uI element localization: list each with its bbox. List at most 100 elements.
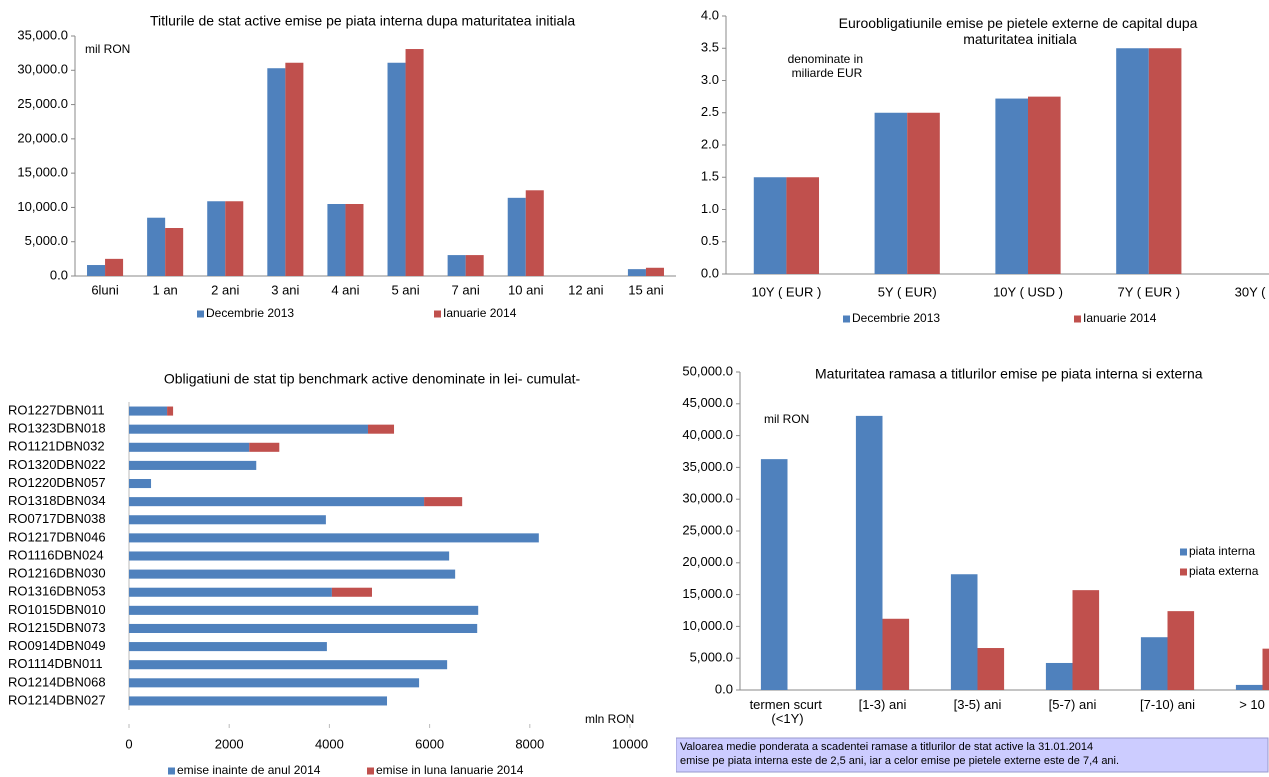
bar <box>225 201 244 276</box>
legend-swatch <box>434 310 441 318</box>
x-tick-label: > 10 ani <box>1239 697 1269 712</box>
legend-swatch <box>843 315 850 323</box>
chart-title: Obligatiuni de stat tip benchmark active… <box>164 371 581 387</box>
bar <box>907 112 940 274</box>
x-tick-label: 30Y ( USD ) <box>1235 284 1269 299</box>
bar <box>87 265 106 276</box>
legend-label: piata externa <box>1189 564 1259 578</box>
bar <box>874 112 908 274</box>
y-tick-label: 2.0 <box>701 136 719 151</box>
y-tick-label: 2.5 <box>701 104 719 119</box>
y-tick-label: 0.0 <box>50 267 68 282</box>
bar <box>882 618 910 690</box>
bar <box>627 269 646 276</box>
bar <box>129 678 420 688</box>
bar <box>129 406 168 416</box>
bar <box>1072 590 1100 690</box>
y-tick-label: RO1116DBN024 <box>8 547 104 562</box>
legend-swatch <box>1074 315 1081 323</box>
x-tick-label: 15 ani <box>628 282 664 297</box>
bar <box>165 228 184 276</box>
y-tick-label: RO1214DBN068 <box>8 674 106 689</box>
bar <box>129 533 539 543</box>
chart-eurobonds: Euroobligatiunile emise pe pietele exter… <box>701 7 1269 325</box>
x-tick-label: 10 ani <box>508 282 544 297</box>
y-tick-label: RO1216DBN030 <box>8 566 106 581</box>
y-tick-label: 0.0 <box>715 681 733 696</box>
bar <box>367 424 395 434</box>
legend-swatch <box>367 767 374 775</box>
bar <box>331 587 372 597</box>
y-tick-label: 35,000.0 <box>17 27 68 42</box>
y-tick-label: RO1214DBN027 <box>8 692 106 707</box>
y-tick-label: RO1320DBN022 <box>8 457 106 472</box>
y-tick-label: 30,000.0 <box>17 62 68 77</box>
bar <box>129 460 257 470</box>
bar <box>786 177 820 274</box>
x-tick-label: 1 an <box>152 282 177 297</box>
y-tick-label: 20,000.0 <box>17 130 68 145</box>
y-tick-label: 35,000.0 <box>682 459 733 474</box>
legend-label: Decembrie 2013 <box>206 306 294 320</box>
bar <box>129 605 479 615</box>
y-tick-label: RO1217DBN046 <box>8 529 106 544</box>
y-tick-label: RO0717DBN038 <box>8 511 106 526</box>
bar <box>129 497 425 507</box>
y-tick-label: 0.0 <box>701 265 719 280</box>
x-tick-label: 10Y ( EUR ) <box>751 284 821 299</box>
bar <box>645 267 664 276</box>
bar <box>129 424 368 434</box>
x-tick-label: [3-5) ani <box>954 697 1002 712</box>
y-tick-label: 10,000.0 <box>682 618 733 633</box>
annotation: mln RON <box>585 712 634 726</box>
chart-title: Titlurile de stat active emise pe piata … <box>150 13 575 29</box>
bar <box>129 696 388 706</box>
y-tick-label: RO1316DBN053 <box>8 584 106 599</box>
y-tick-label: 20,000.0 <box>682 554 733 569</box>
bar <box>129 569 456 579</box>
bar <box>267 68 286 276</box>
x-tick-label: [5-7) ani <box>1049 697 1097 712</box>
bar <box>129 551 450 561</box>
legend-label: piata interna <box>1189 544 1255 558</box>
chart-title: Maturitatea ramasa a titlurilor emise pe… <box>815 366 1203 382</box>
y-tick-label: 50,000.0 <box>682 363 733 378</box>
x-tick-label: 10000 <box>612 736 648 751</box>
y-tick-label: 40,000.0 <box>682 427 733 442</box>
bar <box>207 201 226 276</box>
x-tick-label: 5Y ( EUR) <box>878 284 937 299</box>
x-tick-label: 4 ani <box>331 282 359 297</box>
y-tick-label: 5,000.0 <box>25 233 68 248</box>
y-tick-label: 1.5 <box>701 169 719 184</box>
bar <box>1235 684 1263 690</box>
x-tick-label: [1-3) ani <box>859 697 907 712</box>
legend-label: Decembrie 2013 <box>852 311 940 325</box>
bar <box>1140 637 1168 690</box>
x-tick-label: termen scurt (<1Y) <box>750 697 826 726</box>
y-tick-label: RO1220DBN057 <box>8 475 106 490</box>
y-tick-label: RO1318DBN034 <box>8 493 106 508</box>
bar <box>129 479 152 489</box>
bar <box>1116 48 1149 274</box>
y-tick-label: 3.0 <box>701 72 719 87</box>
bar <box>950 574 978 690</box>
legend-swatch <box>168 767 175 775</box>
x-tick-label: 2 ani <box>211 282 239 297</box>
x-tick-label: 6luni <box>91 282 119 297</box>
chart-initial-maturity: Titlurile de stat active emise pe piata … <box>17 13 676 320</box>
x-tick-label: 2000 <box>215 736 244 751</box>
chart-title: Euroobligatiunile emise pe pietele exter… <box>839 15 1202 47</box>
bar <box>387 62 406 276</box>
y-tick-label: RO1227DBN011 <box>8 402 105 417</box>
bar <box>249 442 280 452</box>
x-tick-label: 7Y ( EUR ) <box>1117 284 1180 299</box>
legend-swatch <box>1180 568 1187 576</box>
chart-remaining-maturity: Maturitatea ramasa a titlurilor emise pe… <box>676 363 1269 773</box>
legend-swatch <box>197 310 204 318</box>
bar <box>1045 662 1073 690</box>
bar <box>507 197 526 276</box>
bar <box>977 648 1005 690</box>
legend-label: Ianuarie 2014 <box>443 306 517 320</box>
bar <box>1167 611 1195 690</box>
